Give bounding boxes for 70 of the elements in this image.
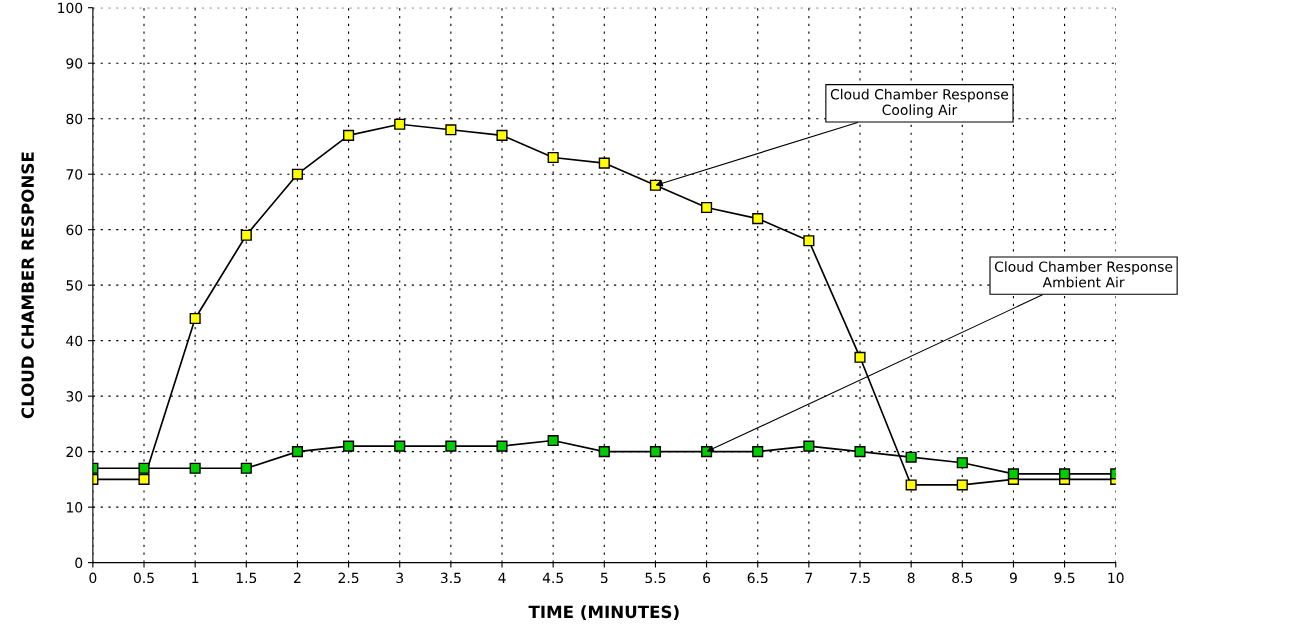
point — [138, 462, 150, 474]
y-tick-label: 80 — [66, 113, 83, 125]
y-tick-label: 20 — [66, 446, 83, 458]
point — [905, 451, 917, 463]
point — [701, 201, 713, 214]
x-tick-label: 9.5 — [1054, 572, 1075, 584]
point — [956, 457, 968, 469]
x-axis-title: TIME (MINUTES) — [528, 605, 679, 621]
point — [445, 440, 457, 452]
y-tick-label: 40 — [66, 335, 83, 347]
y-tick-label: 90 — [66, 58, 83, 69]
point — [496, 129, 508, 141]
point — [394, 440, 406, 452]
y-tick-label: 70 — [66, 169, 83, 180]
point — [905, 479, 917, 491]
point — [240, 229, 252, 241]
point — [956, 479, 968, 491]
x-tick-label: 1 — [192, 572, 199, 583]
x-tick-label: 7 — [805, 572, 813, 583]
point — [854, 351, 866, 363]
y-tick-label: 0 — [75, 557, 83, 569]
x-tick-label: 3.5 — [440, 572, 461, 584]
x-tick-label: 2 — [294, 572, 301, 583]
annotation: Cloud Chamber Response Cooling Air — [830, 88, 1009, 118]
point — [547, 151, 559, 164]
x-tick-label: 6 — [703, 572, 711, 584]
point — [803, 440, 815, 452]
x-tick-label: 8 — [907, 572, 915, 584]
point — [649, 446, 661, 458]
x-tick-label: 8.5 — [952, 572, 973, 584]
y-tick-label: 100 — [58, 2, 83, 14]
x-tick-label: 5.5 — [645, 572, 666, 584]
x-tick-label: 0 — [89, 572, 97, 584]
point — [803, 235, 815, 247]
point — [189, 462, 201, 474]
point — [138, 473, 150, 485]
x-tick-label: 4.5 — [542, 572, 563, 584]
point — [394, 118, 406, 130]
x-tick-label: 2.5 — [338, 572, 359, 584]
point — [752, 213, 764, 225]
x-tick-label: 4 — [498, 572, 506, 583]
x-tick-label: 0.5 — [133, 572, 154, 584]
y-tick-label: 10 — [67, 502, 83, 513]
x-tick-label: 3 — [396, 572, 404, 584]
point — [854, 446, 866, 458]
annotation: Cloud Chamber Response Ambient Air — [994, 261, 1173, 288]
x-tick-label: 6.5 — [747, 572, 768, 584]
x-tick-label: 1.5 — [236, 572, 257, 584]
point — [291, 446, 303, 458]
point — [598, 446, 610, 458]
point — [343, 129, 355, 141]
point — [547, 434, 559, 447]
point — [1007, 468, 1019, 480]
x-tick-label: 5 — [600, 572, 608, 584]
x-tick-label: 7.5 — [850, 572, 870, 584]
point — [598, 157, 610, 169]
y-tick-label: 50 — [66, 280, 83, 291]
point — [291, 168, 303, 180]
x-tick-label: 10 — [1108, 572, 1124, 584]
point — [189, 312, 201, 325]
point — [1059, 468, 1071, 480]
x-tick-label: 9 — [1009, 572, 1017, 584]
y-axis-title: CLOUD CHAMBER RESPONSE — [21, 152, 34, 419]
point — [445, 124, 457, 136]
point — [343, 440, 355, 452]
point — [240, 462, 252, 474]
point — [496, 440, 508, 452]
y-tick-label: 30 — [66, 391, 83, 402]
y-tick-label: 60 — [66, 224, 83, 236]
point — [752, 446, 764, 458]
